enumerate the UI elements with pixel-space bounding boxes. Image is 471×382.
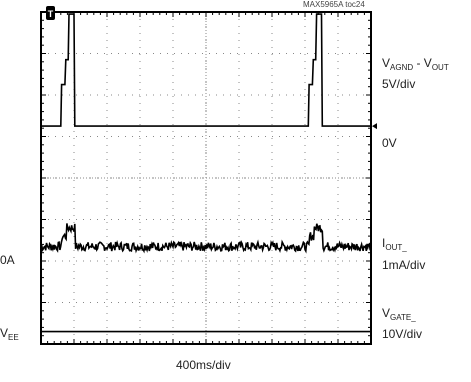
trace-current: [40, 223, 372, 254]
ch3-label: VGATE_: [382, 306, 416, 323]
x-axis-scale-label: 400ms/div: [176, 358, 231, 372]
vee-label: VEE: [0, 326, 19, 343]
ch3-scale: 10V/div: [382, 327, 423, 341]
ch1-label: VAGND - VOUT: [382, 56, 449, 73]
ch2-label: IOUT_: [382, 236, 407, 253]
ch2-scale: 1mA/div: [382, 258, 426, 272]
trigger-marker-label: T: [48, 9, 54, 19]
trace-agnd-minus-vout: [41, 13, 371, 127]
ch1-ref-label: 0V: [382, 136, 397, 150]
figure-id: MAX5965A toc24: [303, 0, 365, 9]
trigger-marker: [46, 6, 55, 20]
ch1-scale: 5V/div: [382, 77, 416, 91]
zero-current-label: 0A: [0, 253, 15, 267]
ch1-ground-marker: [372, 123, 377, 130]
